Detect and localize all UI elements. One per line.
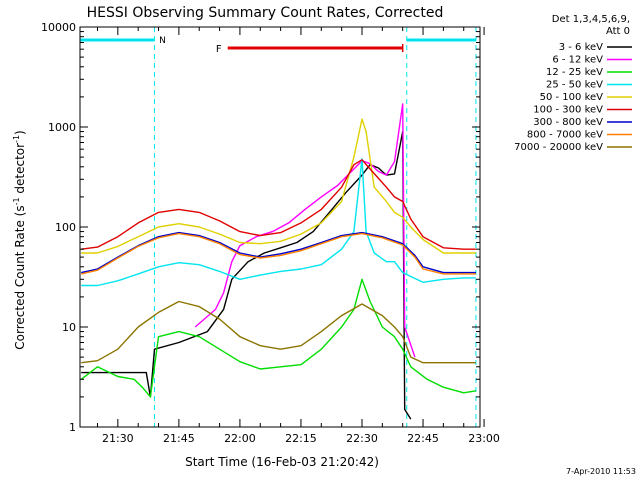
y-axis-label: Corrected Count Rate (s-1 detector-1): [12, 130, 27, 349]
night-interval-label: N: [159, 36, 166, 46]
legend-entry-label: 3 - 6 keV: [559, 42, 603, 53]
x-tick-label: 21:45: [163, 432, 195, 445]
series-line-800-7000-kev: [81, 232, 476, 275]
legend-entry-label: 7000 - 20000 keV: [514, 142, 603, 153]
legend-header: Att 0: [606, 26, 630, 37]
y-tick-label: 100: [55, 221, 76, 234]
series-line-100-300-kev: [81, 159, 476, 250]
x-tick-label: 22:15: [285, 432, 317, 445]
footer-timestamp: 7-Apr-2010 11:53: [566, 467, 636, 476]
y-tick-label: 1: [69, 421, 76, 434]
axes: 1 10 100 1000 10000 21:30 21:45 22:00 22:15 22:30…: [41, 21, 500, 445]
x-tick-label: 22:00: [224, 432, 256, 445]
legend-entry-label: 25 - 50 keV: [546, 80, 603, 91]
legend-entry-label: 50 - 100 keV: [540, 92, 604, 103]
series-line-300-800-kev: [81, 231, 476, 274]
y-tick-label: 10000: [41, 21, 76, 34]
legend-entry-label: 6 - 12 keV: [552, 55, 603, 66]
legend-entry-label: 800 - 7000 keV: [527, 130, 603, 141]
observing-intervals: NF: [80, 27, 477, 427]
y-tick-label: 10: [62, 321, 76, 334]
legend-entry-label: 12 - 25 keV: [546, 67, 603, 78]
series-line-7000-20000-kev: [81, 300, 476, 364]
series-line-6-12-kev: [194, 103, 416, 358]
legend-entry-label: 300 - 800 keV: [533, 117, 603, 128]
series-line-3-6-kev: [81, 130, 412, 420]
x-tick-label: 21:30: [102, 432, 134, 445]
legend-header: Det 1,3,4,5,6,9,: [552, 14, 630, 25]
legend: Det 1,3,4,5,6,9,Att 03 - 6 keV 6 - 12 keV…: [514, 14, 632, 153]
flare-interval-label: F: [216, 44, 222, 55]
x-tick-label: 22:45: [407, 432, 439, 445]
x-tick-label: 22:30: [346, 432, 378, 445]
y-tick-label: 1000: [48, 121, 76, 134]
series-layer: [80, 103, 477, 420]
x-tick-label: 23:00: [468, 432, 500, 445]
x-axis-label: Start Time (16-Feb-03 21:20:42): [185, 455, 379, 469]
legend-entry-label: 100 - 300 keV: [533, 105, 603, 116]
series-line-25-50-kev: [81, 158, 476, 287]
series-line-50-100-kev: [81, 118, 476, 254]
series-line-12-25-kev: [80, 278, 477, 398]
chart-title: HESSI Observing Summary Count Rates, Cor…: [87, 5, 444, 21]
